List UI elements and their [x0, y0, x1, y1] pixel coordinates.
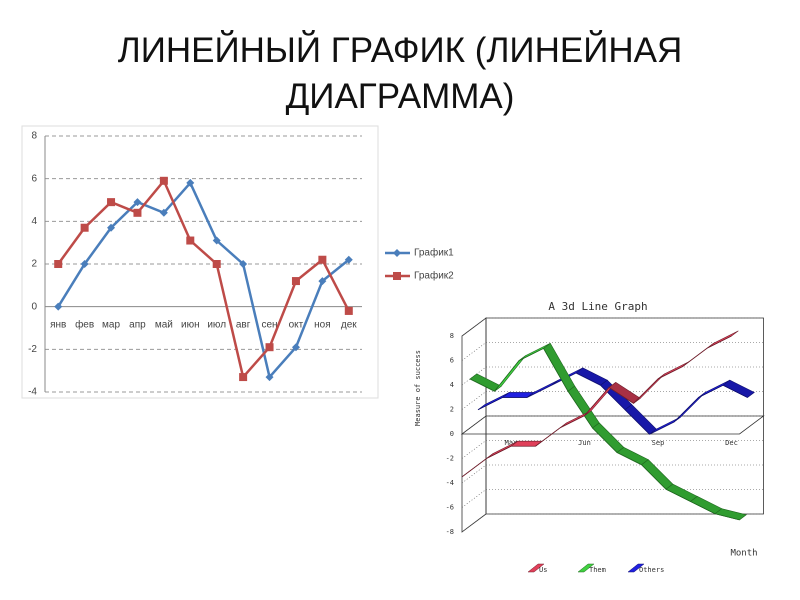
legend-label: Us [539, 566, 547, 574]
y-tick-label: 2 [450, 406, 454, 414]
grid-line [461, 391, 764, 410]
marker [107, 223, 116, 232]
y-tick-label: 2 [31, 259, 37, 270]
x-tick-label: июн [181, 319, 200, 330]
x-tick-label: янв [50, 319, 66, 330]
y-tick-label: -8 [446, 528, 454, 536]
y-axis-label: Measure of success [414, 350, 422, 426]
chart-2: A 3d Line Graph Measure of success Month… [414, 300, 765, 574]
zero-plane [460, 415, 765, 435]
marker [133, 208, 142, 217]
marker [318, 255, 327, 264]
x-tick-label: июл [207, 319, 226, 330]
y-tick-label: -2 [28, 344, 37, 355]
x-tick-label: Sep [652, 439, 665, 447]
marker [265, 373, 274, 382]
series-line [57, 180, 350, 380]
legend-label: График1 [414, 247, 454, 259]
marker [291, 343, 300, 352]
marker [80, 223, 89, 232]
grid-line [461, 415, 764, 435]
marker [159, 176, 168, 185]
marker [265, 343, 274, 352]
ribbon-segment [665, 483, 698, 502]
y-tick-label: 0 [31, 301, 37, 312]
y-tick-label: 0 [450, 430, 454, 438]
marker [239, 373, 248, 382]
grid-line [461, 342, 764, 361]
ribbon-segment [641, 459, 674, 490]
series-line [469, 347, 740, 521]
x-tick-label: окт [289, 319, 304, 330]
marker [212, 236, 221, 245]
marker [133, 198, 142, 207]
marker [344, 255, 353, 264]
grid-line [461, 317, 764, 337]
legend-marker [393, 249, 401, 257]
chart-frame [21, 125, 379, 399]
x-tick-label: фев [75, 318, 94, 330]
x-tick-label: авг [236, 319, 251, 330]
slide-title: ЛИНЕЙНЫЙ ГРАФИК (ЛИНЕЙНАЯ ДИАГРАММА) [117, 31, 683, 116]
y-tick-label: -4 [446, 479, 454, 487]
y-tick-label: -6 [446, 504, 454, 512]
ribbon-segment [714, 508, 747, 521]
series-line [57, 178, 350, 380]
chart-1: -4 -2 0 2 4 6 8 янв фев мар апр май июн июл авг сен окт н… [21, 125, 454, 399]
legend-swatch [527, 563, 545, 573]
x-tick-label: сен [261, 319, 277, 330]
ribbon-segment [575, 367, 608, 386]
y-tick-label: -2 [446, 455, 454, 463]
grid-line [461, 489, 764, 508]
y-tick-label: 6 [31, 173, 37, 184]
series-line [477, 372, 748, 435]
grid-line [461, 513, 764, 533]
chart-title: A 3d Line Graph [548, 300, 647, 313]
marker [54, 302, 63, 311]
marker [159, 208, 168, 217]
y-tick-label: 4 [31, 216, 37, 227]
marker [107, 198, 116, 207]
legend-label: Others [639, 566, 664, 574]
legend-label: График2 [414, 270, 454, 282]
x-axis-label: Month [730, 549, 757, 559]
grid-line [461, 464, 764, 484]
x-tick-label: мар [102, 319, 120, 330]
marker [344, 306, 353, 315]
ribbon-segment [722, 379, 755, 398]
legend-swatch [627, 563, 645, 573]
marker [54, 260, 63, 268]
marker [186, 178, 195, 187]
y-tick-label: 8 [31, 131, 37, 142]
y-tick-label: 4 [450, 381, 454, 389]
x-tick-label: Jun [578, 439, 591, 447]
marker [318, 277, 327, 286]
ribbon-segment [689, 496, 723, 515]
ribbon-segment [624, 404, 657, 435]
marker [212, 260, 221, 268]
x-tick-label: Mar [505, 439, 518, 447]
x-tick-label: дек [341, 319, 357, 330]
grid-line [461, 440, 764, 459]
y-tick-label: 6 [450, 357, 454, 365]
marker [80, 260, 89, 268]
x-tick-label: май [155, 319, 173, 330]
legend-swatch [577, 563, 595, 573]
legend-label: Them [589, 566, 606, 574]
series-line [461, 335, 732, 478]
marker [186, 236, 195, 245]
legend-marker [393, 272, 401, 280]
x-tick-label: апр [129, 319, 146, 330]
ribbon-segment [592, 422, 625, 453]
ribbon-segment [616, 447, 649, 466]
marker [239, 260, 248, 268]
marker [291, 277, 300, 286]
y-tick-label: -4 [28, 387, 37, 398]
x-tick-label: ноя [314, 319, 331, 330]
y-tick-label: 8 [450, 332, 454, 340]
x-tick-label: Dec [725, 439, 738, 447]
